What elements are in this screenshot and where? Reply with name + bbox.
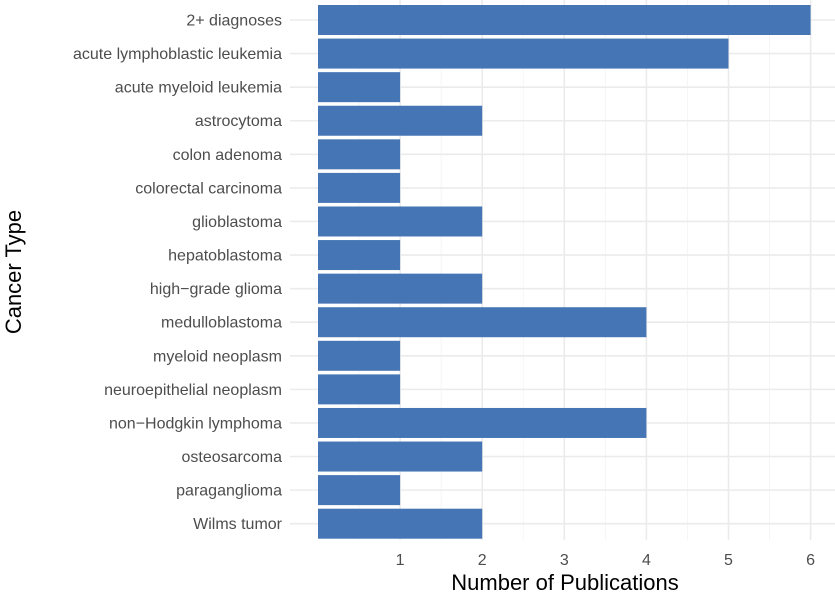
y-axis-title: Cancer Type [1,210,26,334]
x-tick-label: 2 [478,552,487,569]
bar [318,475,401,506]
bar [318,240,401,271]
x-tick-label: 1 [396,552,405,569]
y-tick-label: high−grade glioma [150,281,282,298]
bar [318,172,401,203]
bar [318,407,647,438]
y-tick-label: colon adenoma [173,147,283,164]
x-tick-label: 4 [642,552,651,569]
bar [318,441,483,472]
bar [318,273,483,304]
bar [318,139,401,170]
x-tick-label: 5 [724,552,733,569]
y-tick-label: hepatoblastoma [168,248,282,265]
y-tick-label: neuroepithelial neoplasm [104,382,282,399]
bar [318,72,401,103]
x-tick-labels: 1 2 3 4 5 6 [396,552,815,569]
y-tick-labels: 2+ diagnoses acute lymphoblastic leukemia… [73,13,283,534]
x-axis-title: Number of Publications [451,570,678,595]
x-tick-label: 6 [806,552,815,569]
y-tick-label: non−Hodgkin lymphoma [109,415,282,432]
bars [318,5,811,539]
bar [318,508,483,539]
bar [318,105,483,136]
bar [318,206,483,237]
y-tick-label: colorectal carcinoma [135,180,282,197]
bar [318,307,647,338]
y-tick-label: astrocytoma [195,113,282,130]
bar [318,5,811,35]
y-tick-label: myeloid neoplasm [153,348,282,365]
bar [318,374,401,405]
bar [318,340,401,371]
y-tick-label: 2+ diagnoses [186,13,282,30]
y-tick-label: acute lymphoblastic leukemia [73,46,282,63]
y-tick-label: Wilms tumor [193,516,283,533]
bar [318,38,729,69]
y-tick-label: glioblastoma [192,214,282,231]
x-tick-label: 3 [560,552,569,569]
y-tick-label: paraganglioma [176,483,282,500]
y-tick-label: acute myeloid leukemia [115,80,282,97]
y-tick-label: medulloblastoma [161,315,282,332]
y-tick-label: osteosarcoma [182,449,283,466]
